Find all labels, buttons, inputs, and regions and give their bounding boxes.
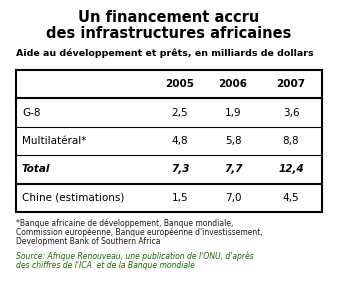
Text: des infrastructures africaines: des infrastructures africaines [46,26,292,41]
Text: Chine (estimations): Chine (estimations) [22,193,124,203]
Text: 4,8: 4,8 [172,136,188,146]
Text: 1,5: 1,5 [172,193,188,203]
Text: 2005: 2005 [166,79,194,89]
Text: *Banque africaine de développement, Banque mondiale,: *Banque africaine de développement, Banq… [16,218,233,228]
Text: 5,8: 5,8 [225,136,241,146]
Text: 3,6: 3,6 [283,108,299,118]
Text: 7,0: 7,0 [225,193,241,203]
Text: 2,5: 2,5 [172,108,188,118]
Text: 8,8: 8,8 [283,136,299,146]
Bar [16,70,322,212]
Text: 2007: 2007 [276,79,306,89]
Text: 12,4: 12,4 [278,164,304,174]
Text: G-8: G-8 [22,108,41,118]
Text: Multilatéral*: Multilatéral* [22,136,87,146]
Text: Aide au développement et prêts, en milliards de dollars: Aide au développement et prêts, en milli… [16,48,314,58]
Text: Development Bank of Southern Africa: Development Bank of Southern Africa [16,237,161,246]
Text: Un financement accru: Un financement accru [78,10,260,25]
Text: 2006: 2006 [218,79,247,89]
Text: Source: Afrique Renouveau, une publication de l'ONU, d'après: Source: Afrique Renouveau, une publicati… [16,251,254,261]
Text: des chiffres de l'ICA  et de la Banque mondiale: des chiffres de l'ICA et de la Banque mo… [16,261,195,270]
Text: Total: Total [22,164,50,174]
Text: 7,7: 7,7 [224,164,242,174]
Text: 7,3: 7,3 [171,164,189,174]
Text: 4,5: 4,5 [283,193,299,203]
Text: Commission européenne, Banque européenne d'investissement,: Commission européenne, Banque européenne… [16,228,263,237]
Text: 1,9: 1,9 [225,108,241,118]
